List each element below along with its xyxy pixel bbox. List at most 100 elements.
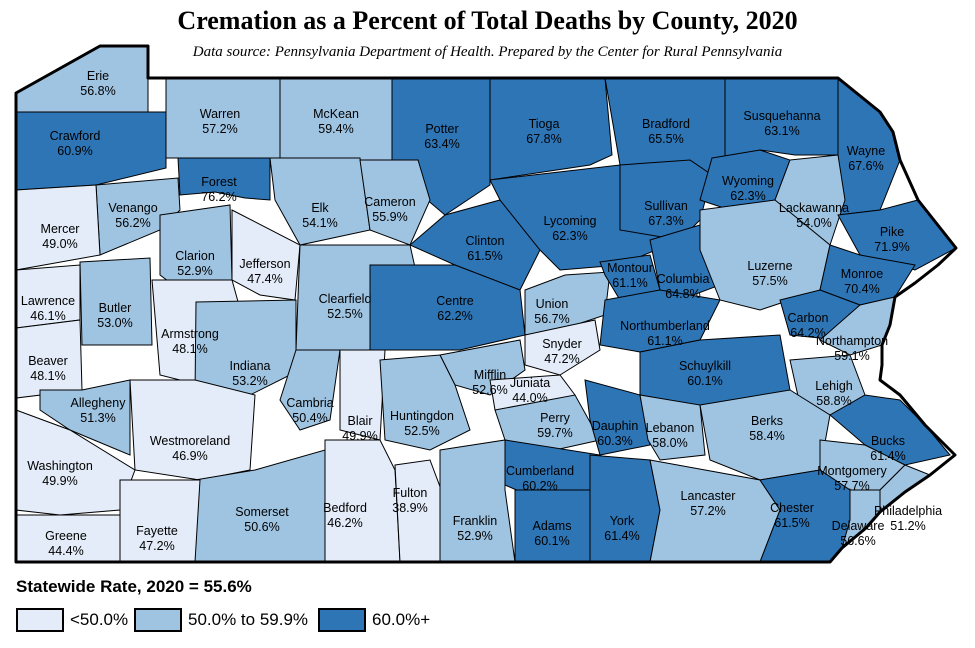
county-label-sullivan: Sullivan 67.3% [644, 199, 688, 228]
county-label-wyoming: Wyoming 62.3% [722, 174, 774, 203]
county-name-erie: Erie [87, 69, 109, 83]
county-value-adams: 60.1% [534, 534, 569, 548]
county-name-schuylkill: Schuylkill [679, 359, 731, 373]
legend-item-mid: 50.0% to 59.9% [134, 608, 308, 632]
county-value-pike: 71.9% [874, 240, 909, 254]
county-value-fayette: 47.2% [139, 539, 174, 553]
county-name-greene: Greene [45, 529, 87, 543]
county-name-clarion: Clarion [175, 249, 215, 263]
county-value-clarion: 52.9% [177, 264, 212, 278]
county-label-wayne: Wayne 67.6% [847, 144, 885, 173]
county-value-snyder: 47.2% [544, 352, 579, 366]
county-region-huntingdon [379, 354, 471, 451]
county-value-butler: 53.0% [97, 316, 132, 330]
state-outline [14, 44, 958, 564]
county-value-dauphin: 60.3% [597, 434, 632, 448]
county-value-westmoreland: 46.9% [172, 449, 207, 463]
county-name-cumberland: Cumberland [506, 464, 574, 478]
county-name-lehigh: Lehigh [815, 379, 853, 393]
county-name-adams: Adams [533, 519, 572, 533]
county-label-somerset: Somerset 50.6% [235, 505, 289, 534]
county-name-somerset: Somerset [235, 505, 289, 519]
map-title: Cremation as a Percent of Total Deaths b… [177, 6, 798, 35]
county-label-armstrong: Armstrong 48.1% [161, 327, 219, 356]
county-label-union: Union 56.7% [534, 297, 569, 326]
county-region-lebanon [639, 394, 706, 461]
county-label-cameron: Cameron 55.9% [364, 195, 415, 224]
county-label-perry: Perry 59.7% [537, 411, 572, 440]
county-name-armstrong: Armstrong [161, 327, 219, 341]
county-label-juniata: Juniata 44.0% [510, 376, 550, 405]
county-label-lycoming: Lycoming 62.3% [543, 214, 596, 243]
county-value-blair: 49.9% [342, 429, 377, 443]
county-label-mifflin: Mifflin 52.6% [472, 368, 507, 397]
county-name-centre: Centre [436, 294, 474, 308]
county-value-delaware: 56.6% [840, 534, 875, 548]
county-label-montgomery: Montgomery 57.7% [817, 464, 887, 493]
county-name-pike: Pike [880, 225, 904, 239]
county-name-monroe: Monroe [841, 267, 883, 281]
county-name-bradford: Bradford [642, 117, 690, 131]
county-name-lawrence: Lawrence [21, 294, 75, 308]
county-value-tioga: 67.8% [526, 132, 561, 146]
county-value-montgomery: 57.7% [834, 479, 869, 493]
county-name-lycoming: Lycoming [543, 214, 596, 228]
county-label-erie: Erie 56.8% [80, 69, 115, 98]
county-value-washington: 49.9% [42, 474, 77, 488]
county-label-warren: Warren 57.2% [200, 107, 241, 136]
county-name-juniata: Juniata [510, 376, 550, 390]
county-value-forest: 76.2% [201, 190, 236, 204]
county-value-greene: 44.4% [48, 544, 83, 558]
county-label-indiana: Indiana 53.2% [229, 359, 270, 388]
county-value-lebanon: 58.0% [652, 436, 687, 450]
county-label-northampton: Northampton 59.1% [816, 334, 888, 363]
county-value-bedford: 46.2% [327, 516, 362, 530]
legend-item-high: 60.0%+ [318, 608, 430, 632]
county-value-armstrong: 48.1% [172, 342, 207, 356]
county-labels: Erie 56.8%Crawford 60.9%Warren 57.2%McKean 5… [21, 69, 942, 558]
county-label-potter: Potter 63.4% [424, 122, 459, 151]
county-name-philadelphia: Philadelphia [874, 504, 942, 518]
county-name-forest: Forest [201, 175, 237, 189]
county-label-berks: Berks 58.4% [749, 414, 784, 443]
county-name-chester: Chester [770, 501, 814, 515]
county-label-bucks: Bucks 61.4% [870, 434, 905, 463]
county-value-franklin: 52.9% [457, 529, 492, 543]
county-name-bedford: Bedford [323, 501, 367, 515]
county-name-perry: Perry [540, 411, 571, 425]
county-label-washington: Washington 49.9% [27, 459, 93, 488]
county-label-bradford: Bradford 65.5% [642, 117, 690, 146]
county-value-venango: 56.2% [115, 216, 150, 230]
county-name-mifflin: Mifflin [474, 368, 506, 382]
county-name-susquehanna: Susquehanna [743, 109, 820, 123]
county-region-westmoreland [129, 379, 256, 481]
county-value-lehigh: 58.8% [816, 394, 851, 408]
county-name-mercer: Mercer [41, 222, 80, 236]
county-value-perry: 59.7% [537, 426, 572, 440]
legend-item-low: <50.0% [16, 608, 128, 632]
county-label-philadelphia: Philadelphia 51.2% [874, 504, 942, 533]
county-name-snyder: Snyder [542, 337, 582, 351]
county-value-potter: 63.4% [424, 137, 459, 151]
county-value-beaver: 48.1% [30, 369, 65, 383]
county-label-lackawanna: Lackawanna 54.0% [779, 201, 849, 230]
county-label-tioga: Tioga 67.8% [526, 117, 561, 146]
county-region-snyder [524, 319, 601, 376]
county-name-indiana: Indiana [229, 359, 270, 373]
county-name-warren: Warren [200, 107, 241, 121]
county-label-carbon: Carbon 64.2% [788, 311, 829, 340]
county-name-jefferson: Jefferson [239, 257, 290, 271]
county-label-mercer: Mercer 49.0% [41, 222, 80, 251]
county-name-potter: Potter [425, 122, 458, 136]
county-label-huntingdon: Huntingdon 52.5% [390, 409, 454, 438]
county-label-fayette: Fayette 47.2% [136, 524, 178, 553]
county-name-cambria: Cambria [286, 396, 333, 410]
county-label-susquehanna: Susquehanna 63.1% [743, 109, 820, 138]
county-label-westmoreland: Westmoreland 46.9% [150, 434, 230, 463]
county-label-adams: Adams 60.1% [533, 519, 572, 548]
county-name-beaver: Beaver [28, 354, 68, 368]
county-name-washington: Washington [27, 459, 93, 473]
county-label-centre: Centre 62.2% [436, 294, 474, 323]
county-name-blair: Blair [347, 414, 372, 428]
